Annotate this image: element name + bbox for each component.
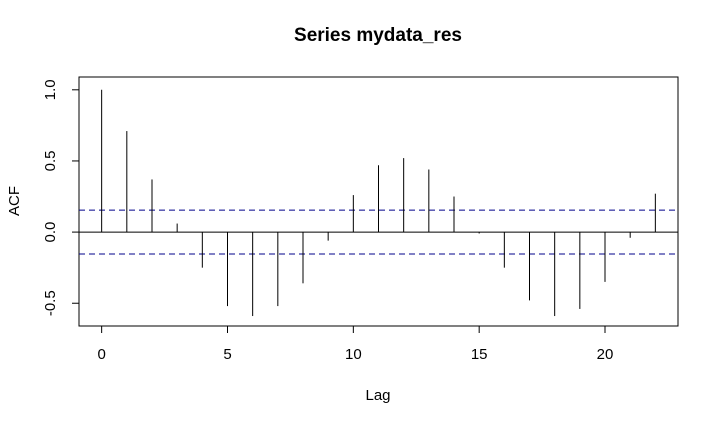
y-tick-label: -0.5 xyxy=(42,290,59,316)
y-tick-label: 0.0 xyxy=(42,222,59,243)
x-axis-label: Lag xyxy=(365,387,390,404)
y-axis: -0.5 0.0 0.5 1.0 xyxy=(42,79,80,316)
x-tick-label: 15 xyxy=(471,346,488,363)
x-tick-label: 5 xyxy=(223,346,231,363)
x-axis: 0 5 10 15 20 xyxy=(97,325,614,363)
y-tick-label: 1.0 xyxy=(42,79,59,100)
acf-spikes xyxy=(101,89,656,317)
chart-title: Series mydata_res xyxy=(294,25,462,46)
y-axis-label: ACF xyxy=(6,186,23,216)
x-tick-label: 20 xyxy=(597,346,614,363)
x-tick-label: 10 xyxy=(345,346,362,363)
y-tick-label: 0.5 xyxy=(42,151,59,172)
x-tick-label: 0 xyxy=(97,346,105,363)
